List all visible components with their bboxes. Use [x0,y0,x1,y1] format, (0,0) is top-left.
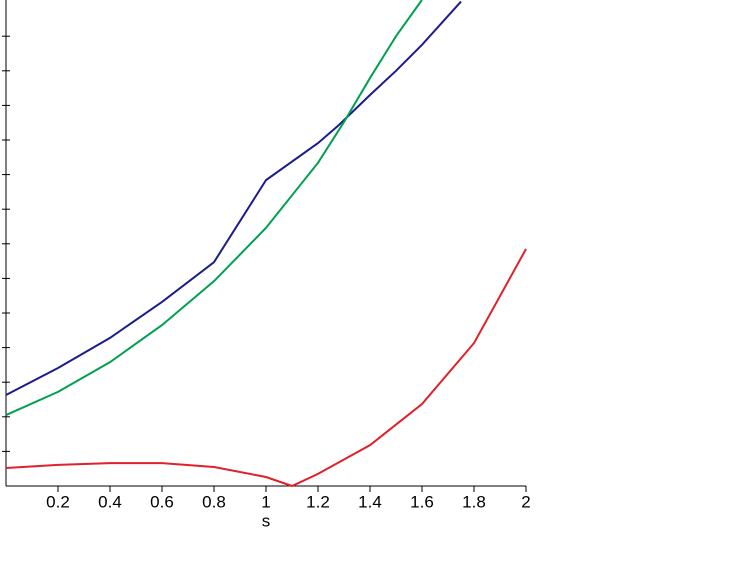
x-tick-label: 2 [521,492,530,511]
x-tick-label: 1.2 [306,492,330,511]
x-tick-label: 1.8 [462,492,486,511]
series-line [5,0,462,396]
x-tick-label: 1 [261,492,270,511]
x-tick-label: 1.6 [410,492,434,511]
x-tick-label: 0.4 [98,492,122,511]
x-tick-label: 0.8 [202,492,226,511]
series-line [5,0,423,416]
x-axis-label: s [262,511,271,530]
series-line [5,248,527,488]
x-tick-label: 1.4 [358,492,382,511]
x-tick-label: 0.6 [150,492,174,511]
x-tick-label: 0.2 [46,492,70,511]
